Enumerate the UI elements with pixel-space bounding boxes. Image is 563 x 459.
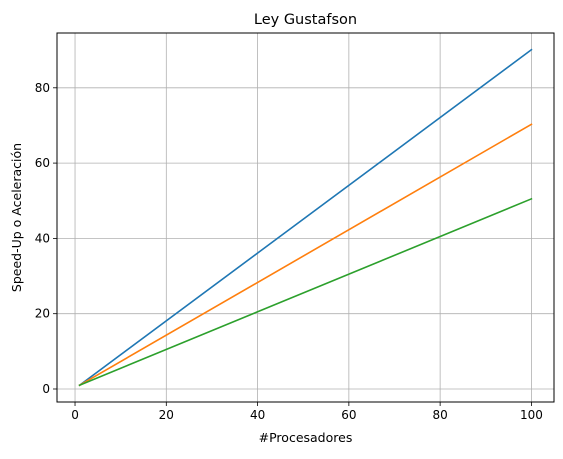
plot-area-frame (56, 32, 555, 403)
y-tick-label: 20 (35, 307, 50, 321)
x-tick-label: 60 (341, 408, 356, 422)
x-tick-label: 20 (159, 408, 174, 422)
y-tick-label: 40 (35, 231, 50, 245)
grid-lines (57, 33, 554, 402)
y-axis-label: Speed-Up o Aceleración (9, 143, 24, 292)
series-lines (78, 48, 533, 387)
x-tick-label: 100 (520, 408, 543, 422)
chart-title: Ley Gustafson (254, 12, 357, 28)
axis-ticks: 0 20 40 60 80 100 0 20 40 60 80 (35, 81, 543, 422)
series-line-3 (78, 197, 533, 387)
series-line-1 (78, 48, 533, 387)
series-line-2 (78, 123, 533, 387)
y-tick-label: 80 (35, 81, 50, 95)
x-tick-label: 40 (250, 408, 265, 422)
x-tick-label: 80 (432, 408, 447, 422)
x-axis-label: #Procesadores (259, 430, 353, 445)
y-tick-label: 0 (42, 382, 50, 396)
y-tick-label: 60 (35, 156, 50, 170)
x-tick-label: 0 (71, 408, 79, 422)
